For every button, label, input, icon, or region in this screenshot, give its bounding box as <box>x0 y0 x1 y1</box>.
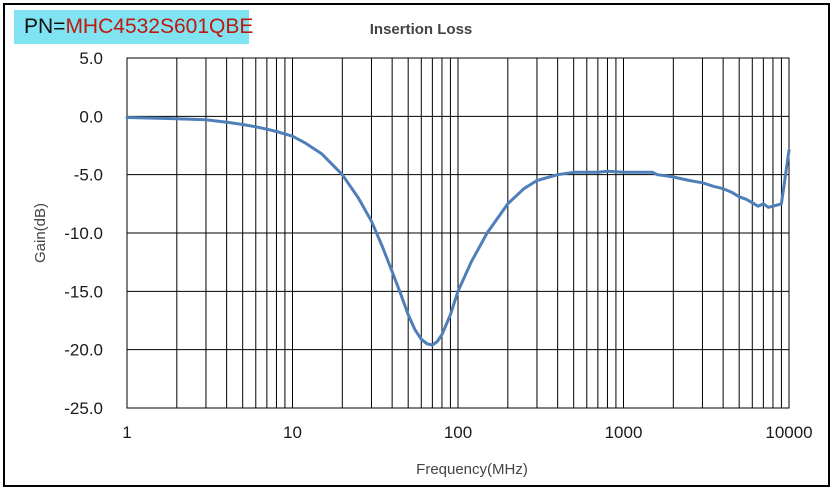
y-tick-label: -15.0 <box>64 282 103 301</box>
chart-frame <box>3 3 830 487</box>
series-layer <box>125 116 791 347</box>
series-line <box>125 116 791 347</box>
plot-area-border <box>126 57 790 409</box>
x-tick-label: 10 <box>283 423 302 442</box>
y-tick-labels: 5.0 0.0 -5.0 -10.0 -15.0 -20.0 -25.0 <box>64 49 103 418</box>
x-tick-labels: 1 10 100 1000 10000 <box>122 423 812 442</box>
y-tick-label: -20.0 <box>64 341 103 360</box>
x-tick-label: 100 <box>444 423 472 442</box>
y-tick-label: -5.0 <box>74 166 103 185</box>
grid-lines <box>126 57 789 409</box>
x-tick-label: 1000 <box>605 423 643 442</box>
y-tick-label: 0.0 <box>79 107 103 126</box>
x-tick-label: 1 <box>122 423 131 442</box>
y-axis-title: Gain(dB) <box>32 203 49 263</box>
part-number-prefix: PN= <box>24 15 66 38</box>
part-number-label: PN=MHC4532S601QBE <box>14 10 253 44</box>
y-tick-label: -25.0 <box>64 399 103 418</box>
part-number-value: MHC4532S601QBE <box>65 15 254 38</box>
x-tick-label: 10000 <box>765 423 812 442</box>
chart-title: Insertion Loss <box>370 21 473 38</box>
y-tick-label: -10.0 <box>64 224 103 243</box>
x-axis-title: Frequency(MHz) <box>416 461 528 478</box>
y-tick-label: 5.0 <box>79 49 103 68</box>
